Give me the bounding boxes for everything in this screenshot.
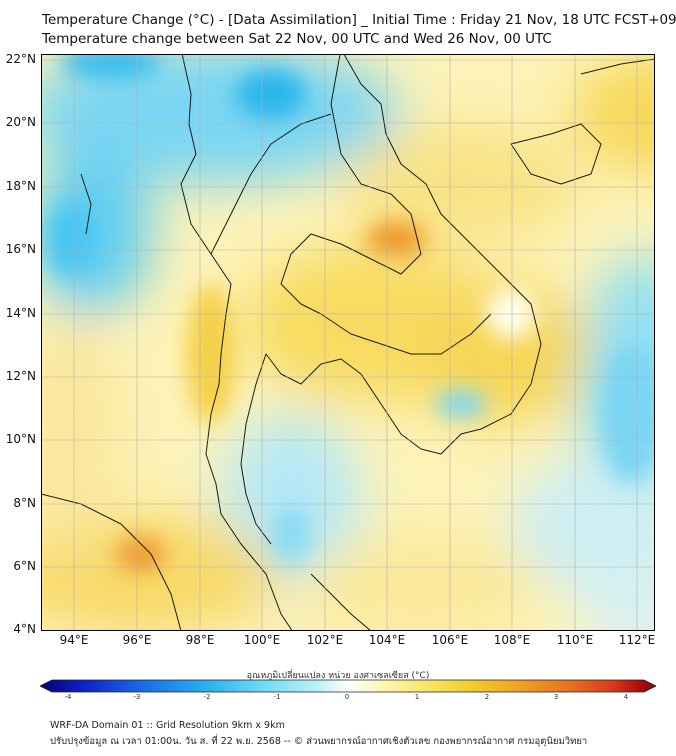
south-china-coast <box>580 58 655 75</box>
cambodia-border <box>280 283 492 355</box>
lon-label-94e: 94°E <box>59 633 89 647</box>
lat-label-16n: 16°N <box>5 242 36 256</box>
lat-label-10n: 10°N <box>5 432 36 446</box>
lon-label-104e: 104°E <box>368 633 406 647</box>
west-coastline <box>180 54 293 631</box>
lon-label-106e: 106°E <box>431 633 469 647</box>
lat-label-14n: 14°N <box>5 306 36 320</box>
map-subtitle: Temperature change between Sat 22 Nov, 0… <box>42 31 552 47</box>
colorbar-tick-1: 1 <box>414 693 420 701</box>
colorbar-tick-minus1: -1 <box>273 693 281 701</box>
lon-label-100e: 100°E <box>243 633 281 647</box>
myanmar-border <box>210 113 332 255</box>
graticule <box>41 54 655 631</box>
lon-label-108e: 108°E <box>493 633 531 647</box>
lat-label-12n: 12°N <box>5 369 36 383</box>
lon-label-102e: 102°E <box>306 633 344 647</box>
footer-credit: ปรับปรุงข้อมูล ณ เวลา 01:00น. วัน ส. ที่… <box>50 736 588 747</box>
colorbar-tick-4: 4 <box>623 693 629 701</box>
colorbar-gradient <box>40 679 656 693</box>
lat-label-22n: 22°N <box>5 52 36 66</box>
lat-label-6n: 6°N <box>13 559 36 573</box>
broad-anomaly-field <box>41 54 655 631</box>
hainan-island <box>510 123 602 185</box>
coastlines-and-borders <box>41 54 655 631</box>
lat-label-8n: 8°N <box>13 496 36 510</box>
thailand-laos-border <box>280 54 422 285</box>
lat-label-4n: 4°N <box>13 622 36 636</box>
temperature-change-map <box>41 54 655 631</box>
colorbar-tick-minus3: -3 <box>133 693 141 701</box>
lon-label-112e: 112°E <box>618 633 656 647</box>
malay-peninsula-coast <box>310 573 372 631</box>
map-title: Temperature Change (°C) - [Data Assimila… <box>42 12 676 28</box>
colorbar <box>40 679 656 693</box>
lat-label-18n: 18°N <box>5 179 36 193</box>
colorbar-tick-0: 0 <box>344 693 350 701</box>
andaman-coast <box>80 173 92 235</box>
sumatra-coast <box>41 493 182 631</box>
colorbar-tick-2: 2 <box>484 693 490 701</box>
lon-label-98e: 98°E <box>185 633 215 647</box>
footer-model-info: WRF-DA Domain 01 :: Grid Resolution 9km … <box>50 720 285 731</box>
map-frame <box>41 54 655 631</box>
colorbar-tick-minus2: -2 <box>203 693 211 701</box>
colorbar-label: อุณหภูมิเปลี่ยนแปลง หน่วย องศาเซลเซียส (… <box>246 671 430 681</box>
gulf-of-thailand-coast <box>240 353 422 545</box>
colorbar-tick-3: 3 <box>553 693 559 701</box>
lon-label-110e: 110°E <box>556 633 594 647</box>
lon-label-96e: 96°E <box>122 633 152 647</box>
lat-label-20n: 20°N <box>5 115 36 129</box>
indochina-east-coast <box>343 54 542 455</box>
colorbar-tick-minus4: -4 <box>64 693 72 701</box>
local-anomaly-field <box>49 54 655 572</box>
